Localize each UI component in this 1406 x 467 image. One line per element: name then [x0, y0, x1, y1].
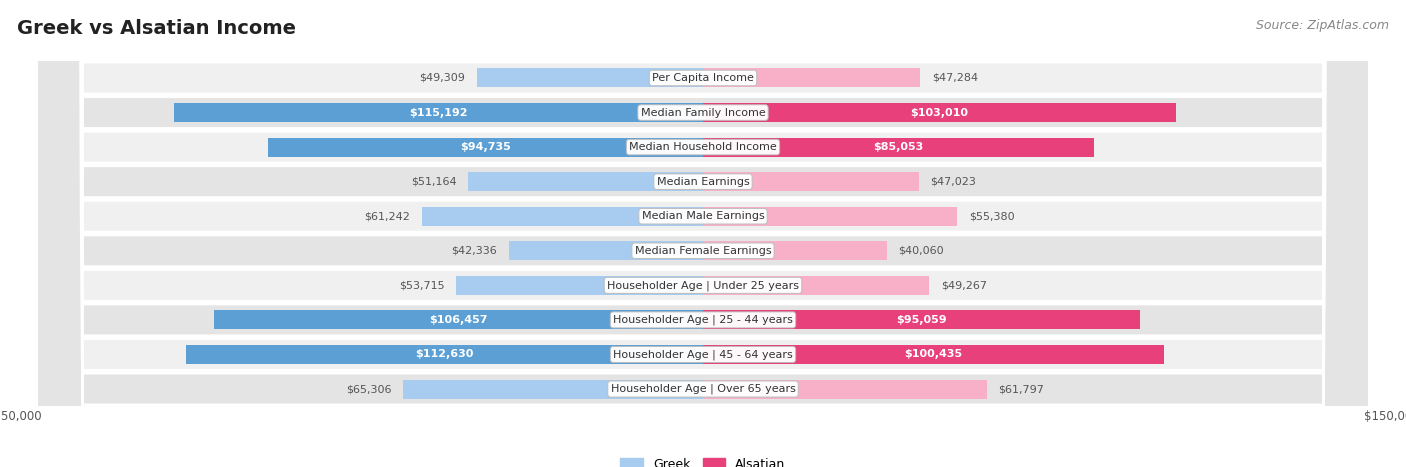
FancyBboxPatch shape [37, 0, 1369, 467]
Text: $49,309: $49,309 [419, 73, 465, 83]
Text: Per Capita Income: Per Capita Income [652, 73, 754, 83]
FancyBboxPatch shape [37, 0, 1369, 467]
FancyBboxPatch shape [37, 0, 1369, 467]
Legend: Greek, Alsatian: Greek, Alsatian [616, 453, 790, 467]
Text: Median Male Earnings: Median Male Earnings [641, 211, 765, 221]
Text: $115,192: $115,192 [409, 107, 468, 118]
Text: $61,797: $61,797 [998, 384, 1045, 394]
FancyBboxPatch shape [37, 0, 1369, 467]
Text: $42,336: $42,336 [451, 246, 498, 256]
Text: $95,059: $95,059 [896, 315, 946, 325]
Bar [703, 69, 920, 87]
Bar [703, 241, 887, 260]
Text: Householder Age | Under 25 years: Householder Age | Under 25 years [607, 280, 799, 290]
Bar [174, 103, 703, 122]
Bar [186, 345, 703, 364]
Text: Householder Age | 45 - 64 years: Householder Age | 45 - 64 years [613, 349, 793, 360]
Bar [703, 380, 987, 398]
Text: Median Family Income: Median Family Income [641, 107, 765, 118]
Text: $100,435: $100,435 [904, 349, 963, 360]
Text: $55,380: $55,380 [969, 211, 1015, 221]
FancyBboxPatch shape [37, 0, 1369, 467]
Bar [422, 207, 703, 226]
Text: $47,023: $47,023 [931, 177, 976, 187]
Text: $49,267: $49,267 [941, 280, 987, 290]
Bar [703, 103, 1175, 122]
Bar [703, 172, 920, 191]
Text: Source: ZipAtlas.com: Source: ZipAtlas.com [1256, 19, 1389, 32]
FancyBboxPatch shape [37, 0, 1369, 467]
FancyBboxPatch shape [37, 0, 1369, 467]
Text: $65,306: $65,306 [346, 384, 392, 394]
FancyBboxPatch shape [37, 0, 1369, 467]
Text: $112,630: $112,630 [415, 349, 474, 360]
Bar [703, 138, 1094, 156]
Text: Median Earnings: Median Earnings [657, 177, 749, 187]
Bar [457, 276, 703, 295]
Bar [703, 276, 929, 295]
Text: $94,735: $94,735 [460, 142, 510, 152]
Bar [509, 241, 703, 260]
Text: Median Household Income: Median Household Income [628, 142, 778, 152]
Bar [404, 380, 703, 398]
Text: Householder Age | 25 - 44 years: Householder Age | 25 - 44 years [613, 315, 793, 325]
Text: Greek vs Alsatian Income: Greek vs Alsatian Income [17, 19, 295, 38]
FancyBboxPatch shape [37, 0, 1369, 467]
Text: $53,715: $53,715 [399, 280, 444, 290]
Text: Householder Age | Over 65 years: Householder Age | Over 65 years [610, 384, 796, 394]
Text: $61,242: $61,242 [364, 211, 411, 221]
Text: $85,053: $85,053 [873, 142, 924, 152]
Text: $103,010: $103,010 [911, 107, 969, 118]
Bar [703, 207, 957, 226]
Text: $106,457: $106,457 [429, 315, 488, 325]
Text: $47,284: $47,284 [932, 73, 977, 83]
Bar [269, 138, 703, 156]
Bar [703, 311, 1140, 329]
Bar [214, 311, 703, 329]
Bar [468, 172, 703, 191]
Text: Median Female Earnings: Median Female Earnings [634, 246, 772, 256]
FancyBboxPatch shape [37, 0, 1369, 467]
Bar [703, 345, 1164, 364]
Text: $40,060: $40,060 [898, 246, 943, 256]
Text: $51,164: $51,164 [411, 177, 457, 187]
Bar [477, 69, 703, 87]
